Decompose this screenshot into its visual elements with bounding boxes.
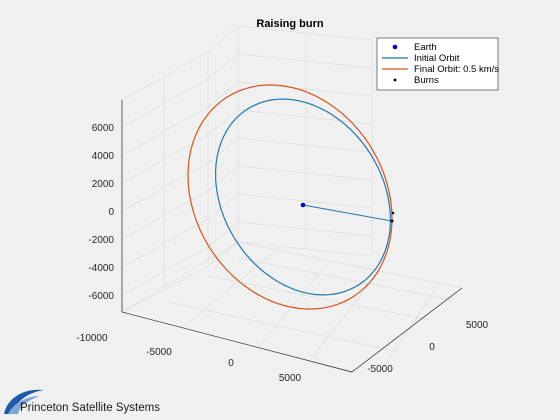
axis-box bbox=[121, 100, 463, 373]
left-back-wall-grid bbox=[121, 51, 209, 313]
burn-marker bbox=[390, 219, 394, 223]
x-tick-label: 5000 bbox=[279, 373, 302, 384]
x-tick-label: 0 bbox=[228, 358, 234, 369]
logo-text: Princeton Satellite Systems bbox=[20, 402, 160, 414]
logo-swoosh-icon-2 bbox=[8, 396, 40, 414]
x-tick-label: -5000 bbox=[146, 347, 172, 358]
y-axis-ticks: -5000 0 5000 bbox=[367, 320, 488, 375]
z-tick-label: 0 bbox=[108, 207, 114, 218]
legend-burns-label: Burns bbox=[414, 75, 439, 86]
legend-burns-marker bbox=[393, 78, 397, 82]
z-tick-label: -2000 bbox=[88, 235, 114, 246]
legend-final-orbit-label: Final Orbit: 0.5 km/s bbox=[414, 64, 499, 75]
y-tick-label: -5000 bbox=[367, 364, 393, 375]
initial-orbit-line bbox=[215, 98, 391, 296]
z-axis-ticks: -6000 -4000 -2000 0 2000 4000 6000 bbox=[88, 123, 114, 302]
princeton-logo: Princeton Satellite Systems bbox=[4, 389, 160, 414]
legend-initial-orbit-label: Initial Orbit bbox=[414, 53, 460, 64]
y-tick-label: 0 bbox=[429, 342, 435, 353]
z-grid-lines bbox=[121, 53, 373, 296]
right-back-wall-grid bbox=[207, 25, 373, 267]
grid bbox=[121, 25, 463, 373]
z-tick-label: -6000 bbox=[88, 291, 114, 302]
legend: Earth Initial Orbit Final Orbit: 0.5 km/… bbox=[376, 37, 499, 91]
burn-radius-line bbox=[302, 204, 393, 222]
earth-marker bbox=[300, 202, 306, 208]
x-axis-line bbox=[121, 311, 353, 373]
y-tick-label: 5000 bbox=[466, 320, 489, 331]
z-tick-label: -4000 bbox=[88, 263, 114, 274]
data-layer bbox=[187, 84, 395, 310]
burn-marker bbox=[391, 211, 395, 215]
z-tick-label: 4000 bbox=[92, 151, 115, 162]
z-tick-label: 6000 bbox=[92, 123, 115, 134]
x-axis-ticks: -10000 -5000 0 5000 bbox=[76, 333, 301, 384]
legend-earth-label: Earth bbox=[414, 42, 437, 53]
y-axis-line bbox=[351, 287, 463, 373]
final-orbit-line bbox=[187, 84, 393, 310]
z-tick-label: 2000 bbox=[92, 179, 115, 190]
x-tick-label: -10000 bbox=[76, 333, 108, 344]
legend-earth-marker bbox=[392, 44, 398, 50]
chart-title: Raising burn bbox=[256, 18, 324, 30]
